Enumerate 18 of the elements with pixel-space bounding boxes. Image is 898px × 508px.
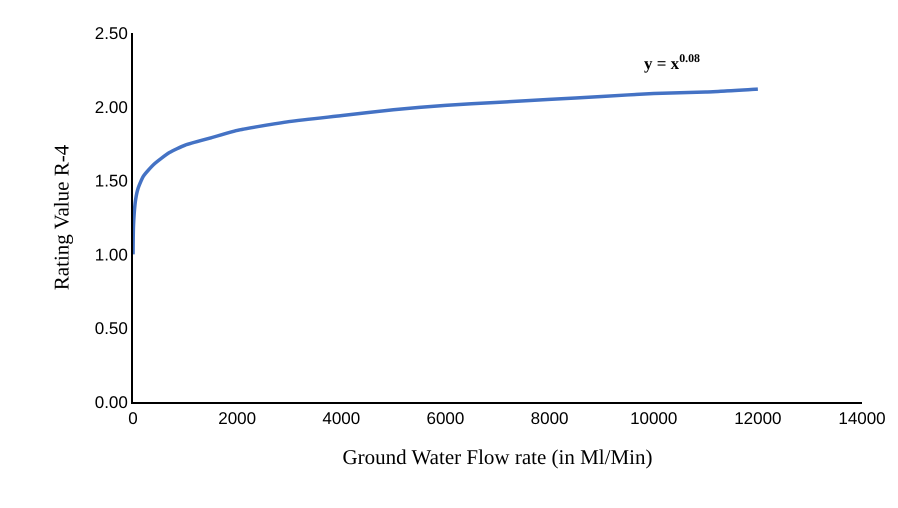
x-tick-label: 12000: [734, 409, 782, 428]
y-tick-label: 2.00: [94, 98, 128, 117]
annotation: y = x$^{0.08}$: [644, 51, 700, 74]
line-series: [133, 87, 760, 256]
x-axis-title: Ground Water Flow rate (in Ml/Min): [342, 444, 652, 469]
x-tick-label: 0: [128, 409, 138, 428]
y-axis-title: Rating Value R-4: [49, 144, 74, 290]
y-tick-label: 2.50: [94, 24, 128, 43]
y-tick-label: 1.00: [94, 245, 128, 264]
x-tick-label: 6000: [426, 409, 464, 428]
x-tick-label: 10000: [630, 409, 678, 428]
y-tick-label: 1.50: [94, 172, 128, 191]
x-tick-label: 2000: [218, 409, 256, 428]
x-tick-label: 4000: [322, 409, 360, 428]
y-tick-label: 0.50: [94, 319, 128, 338]
x-tick-label: 8000: [530, 409, 568, 428]
y-tick-label: 0.00: [94, 392, 128, 412]
x-tick-label: 14000: [838, 409, 886, 428]
